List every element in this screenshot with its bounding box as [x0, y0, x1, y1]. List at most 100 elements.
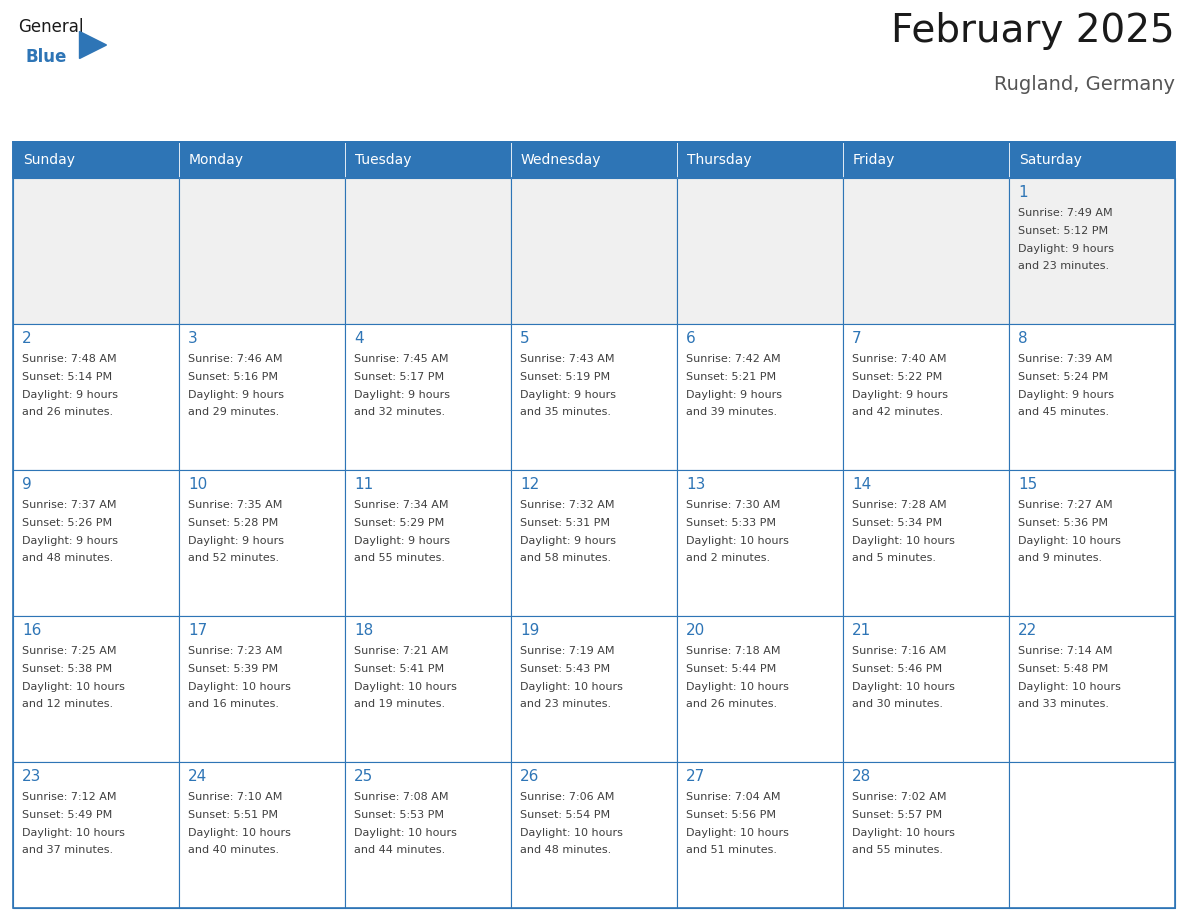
Text: Daylight: 9 hours: Daylight: 9 hours: [520, 535, 617, 545]
Text: Daylight: 10 hours: Daylight: 10 hours: [852, 535, 955, 545]
Bar: [1009, 470, 1175, 616]
Text: Friday: Friday: [853, 153, 896, 167]
Text: Sunset: 5:38 PM: Sunset: 5:38 PM: [23, 664, 112, 674]
Text: Sunset: 5:54 PM: Sunset: 5:54 PM: [520, 810, 611, 820]
Text: Sunset: 5:28 PM: Sunset: 5:28 PM: [188, 518, 278, 528]
Bar: [843, 762, 1009, 908]
Text: Sunset: 5:36 PM: Sunset: 5:36 PM: [1018, 518, 1108, 528]
Text: and 2 minutes.: and 2 minutes.: [685, 554, 770, 564]
Text: Sunrise: 7:18 AM: Sunrise: 7:18 AM: [685, 646, 781, 656]
Text: Daylight: 9 hours: Daylight: 9 hours: [520, 389, 617, 399]
Text: and 35 minutes.: and 35 minutes.: [520, 408, 611, 418]
Text: Wednesday: Wednesday: [522, 153, 601, 167]
Bar: [13, 142, 1175, 178]
Text: Daylight: 9 hours: Daylight: 9 hours: [188, 535, 284, 545]
Text: and 58 minutes.: and 58 minutes.: [520, 554, 611, 564]
Text: Sunset: 5:24 PM: Sunset: 5:24 PM: [1018, 372, 1108, 382]
Text: and 23 minutes.: and 23 minutes.: [520, 700, 611, 710]
Bar: [1009, 324, 1175, 470]
Text: 8: 8: [1018, 331, 1028, 346]
Bar: [13, 616, 179, 762]
Text: Sunrise: 7:42 AM: Sunrise: 7:42 AM: [685, 354, 781, 364]
Text: Sunset: 5:49 PM: Sunset: 5:49 PM: [23, 810, 112, 820]
Bar: [13, 470, 179, 616]
Text: Sunrise: 7:02 AM: Sunrise: 7:02 AM: [852, 792, 947, 802]
Text: Sunrise: 7:08 AM: Sunrise: 7:08 AM: [354, 792, 449, 802]
Text: Blue: Blue: [26, 48, 68, 65]
Text: Daylight: 9 hours: Daylight: 9 hours: [685, 389, 782, 399]
Text: Sunrise: 7:34 AM: Sunrise: 7:34 AM: [354, 500, 449, 510]
Text: 2: 2: [23, 331, 32, 346]
Text: and 37 minutes.: and 37 minutes.: [23, 845, 113, 856]
Text: Daylight: 10 hours: Daylight: 10 hours: [685, 828, 789, 837]
Text: and 30 minutes.: and 30 minutes.: [852, 700, 943, 710]
Text: 26: 26: [520, 769, 539, 784]
Text: 12: 12: [520, 477, 539, 492]
Bar: [179, 324, 345, 470]
Text: Daylight: 10 hours: Daylight: 10 hours: [852, 681, 955, 691]
Text: Daylight: 9 hours: Daylight: 9 hours: [23, 389, 118, 399]
Text: Sunset: 5:22 PM: Sunset: 5:22 PM: [852, 372, 942, 382]
Bar: [677, 616, 843, 762]
Text: Sunrise: 7:27 AM: Sunrise: 7:27 AM: [1018, 500, 1113, 510]
Text: Sunset: 5:46 PM: Sunset: 5:46 PM: [852, 664, 942, 674]
Text: and 16 minutes.: and 16 minutes.: [188, 700, 279, 710]
Bar: [13, 324, 179, 470]
Text: Daylight: 10 hours: Daylight: 10 hours: [188, 681, 291, 691]
Text: Sunset: 5:14 PM: Sunset: 5:14 PM: [23, 372, 112, 382]
Bar: [843, 178, 1009, 324]
Text: Daylight: 10 hours: Daylight: 10 hours: [1018, 681, 1120, 691]
Text: Thursday: Thursday: [687, 153, 752, 167]
Bar: [13, 142, 1175, 178]
Bar: [13, 142, 1175, 908]
Text: Sunset: 5:12 PM: Sunset: 5:12 PM: [1018, 226, 1108, 236]
Text: Daylight: 10 hours: Daylight: 10 hours: [520, 828, 623, 837]
Text: Sunrise: 7:10 AM: Sunrise: 7:10 AM: [188, 792, 283, 802]
Text: and 32 minutes.: and 32 minutes.: [354, 408, 446, 418]
Bar: [345, 324, 511, 470]
Bar: [843, 616, 1009, 762]
Text: Sunset: 5:19 PM: Sunset: 5:19 PM: [520, 372, 611, 382]
Text: Sunset: 5:44 PM: Sunset: 5:44 PM: [685, 664, 776, 674]
Text: Sunrise: 7:14 AM: Sunrise: 7:14 AM: [1018, 646, 1112, 656]
Bar: [179, 470, 345, 616]
Text: 7: 7: [852, 331, 861, 346]
Bar: [345, 178, 511, 324]
Text: Daylight: 9 hours: Daylight: 9 hours: [1018, 389, 1114, 399]
Bar: [345, 470, 511, 616]
Text: Daylight: 10 hours: Daylight: 10 hours: [354, 828, 457, 837]
Text: 19: 19: [520, 623, 539, 638]
Text: Sunrise: 7:40 AM: Sunrise: 7:40 AM: [852, 354, 947, 364]
Bar: [843, 324, 1009, 470]
Text: and 29 minutes.: and 29 minutes.: [188, 408, 279, 418]
Bar: [1009, 762, 1175, 908]
Text: Rugland, Germany: Rugland, Germany: [994, 75, 1175, 94]
Text: Daylight: 10 hours: Daylight: 10 hours: [354, 681, 457, 691]
Text: 18: 18: [354, 623, 373, 638]
Text: Saturday: Saturday: [1019, 153, 1082, 167]
Bar: [1009, 178, 1175, 324]
Text: February 2025: February 2025: [891, 12, 1175, 50]
Text: Sunrise: 7:21 AM: Sunrise: 7:21 AM: [354, 646, 449, 656]
Text: Sunrise: 7:45 AM: Sunrise: 7:45 AM: [354, 354, 449, 364]
Text: Sunset: 5:33 PM: Sunset: 5:33 PM: [685, 518, 776, 528]
Text: Sunset: 5:29 PM: Sunset: 5:29 PM: [354, 518, 444, 528]
Text: and 51 minutes.: and 51 minutes.: [685, 845, 777, 856]
Bar: [511, 762, 677, 908]
Text: Tuesday: Tuesday: [355, 153, 411, 167]
Text: Daylight: 10 hours: Daylight: 10 hours: [188, 828, 291, 837]
Text: Sunrise: 7:04 AM: Sunrise: 7:04 AM: [685, 792, 781, 802]
Text: Daylight: 9 hours: Daylight: 9 hours: [1018, 243, 1114, 253]
Bar: [345, 762, 511, 908]
Bar: [511, 616, 677, 762]
Text: Daylight: 10 hours: Daylight: 10 hours: [1018, 535, 1120, 545]
Text: and 26 minutes.: and 26 minutes.: [23, 408, 113, 418]
Text: Monday: Monday: [189, 153, 244, 167]
Text: 13: 13: [685, 477, 706, 492]
Bar: [1009, 616, 1175, 762]
Text: Daylight: 9 hours: Daylight: 9 hours: [852, 389, 948, 399]
Bar: [843, 470, 1009, 616]
Text: 16: 16: [23, 623, 42, 638]
Text: 4: 4: [354, 331, 364, 346]
Text: 10: 10: [188, 477, 207, 492]
